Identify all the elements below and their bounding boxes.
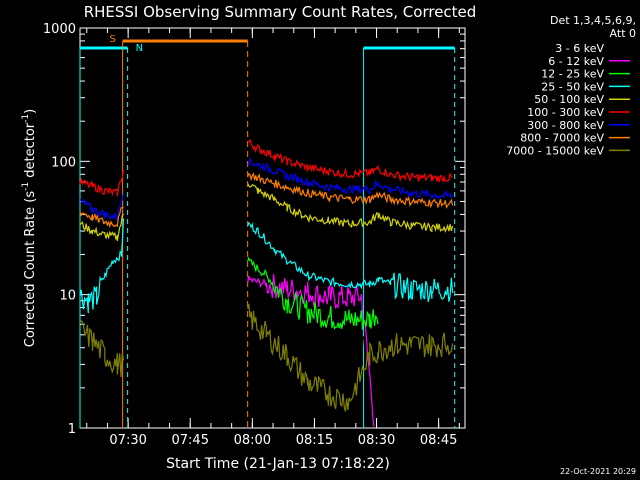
series-line	[247, 304, 454, 412]
series-line	[79, 193, 125, 221]
ylabel-part-3: )	[23, 109, 38, 114]
ylabel-sup-2: -1	[21, 114, 31, 123]
x-tick-label: 07:30	[109, 433, 146, 448]
series-6	[79, 157, 454, 221]
x-tick-label: 08:30	[358, 433, 395, 448]
legend-label: 12 - 25 keV	[541, 68, 604, 81]
ylabel-part-1: Corrected Count Rate (s	[23, 191, 38, 348]
series-4	[79, 183, 454, 242]
series-8	[79, 304, 454, 412]
saa-label: S	[109, 34, 115, 45]
series-3	[79, 218, 454, 314]
series-1	[247, 274, 375, 427]
legend-label: 100 - 300 keV	[527, 106, 604, 119]
x-tick-label: 07:45	[172, 433, 209, 448]
series-line	[247, 256, 379, 330]
x-tick-label: 08:00	[234, 433, 271, 448]
series-5	[79, 138, 453, 197]
series-line	[79, 320, 125, 378]
orbit-markers: NS	[79, 34, 456, 428]
y-tick-label: 1	[68, 422, 76, 437]
footer-date: 22-Oct-2021 20:29	[560, 467, 636, 476]
legend-header-2: Att 0	[610, 27, 636, 40]
y-tick-label: 100	[51, 155, 76, 170]
legend-label: 50 - 100 keV	[534, 93, 604, 106]
ylabel-part-2: detector	[23, 122, 38, 182]
series-line	[79, 218, 125, 314]
x-axis-label: Start Time (21-Jan-13 07:18:22)	[166, 456, 390, 472]
y-tick-label: 1000	[43, 22, 76, 37]
legend-label: 300 - 800 keV	[527, 119, 604, 132]
x-tick-label: 08:15	[296, 433, 333, 448]
x-tick-label: 08:45	[420, 433, 457, 448]
legend-label: 3 - 6 keV	[555, 42, 604, 55]
series-group	[79, 138, 454, 427]
series-line	[79, 206, 124, 229]
legend-label: 7000 - 15000 keV	[506, 144, 604, 157]
series-0	[247, 298, 454, 374]
series-7	[79, 172, 454, 229]
legend-label: 6 - 12 keV	[548, 55, 604, 68]
y-tick-label: 10	[59, 289, 76, 304]
series-line	[247, 274, 375, 427]
series-line	[247, 172, 454, 209]
series-line	[79, 213, 125, 242]
series-line	[79, 170, 125, 197]
legend-header-1: Det 1,3,4,5,6,9,	[550, 14, 636, 27]
legend-label: 800 - 7000 keV	[520, 132, 604, 145]
series-line	[247, 183, 454, 234]
series-2	[247, 256, 379, 330]
series-line	[247, 157, 454, 200]
night-label: N	[136, 43, 143, 54]
series-line	[247, 298, 454, 374]
legend-label: 25 - 50 keV	[541, 80, 604, 93]
x-axis: 07:30 07:45 08:00 08:15 08:30 08:45	[86, 28, 460, 448]
y-axis-label: Corrected Count Rate (s-1 detector-1)	[21, 109, 38, 347]
series-line	[247, 138, 453, 183]
ylabel-sup-1: -1	[21, 182, 31, 191]
chart-title: RHESSI Observing Summary Count Rates, Co…	[84, 3, 477, 21]
series-line	[247, 221, 454, 302]
